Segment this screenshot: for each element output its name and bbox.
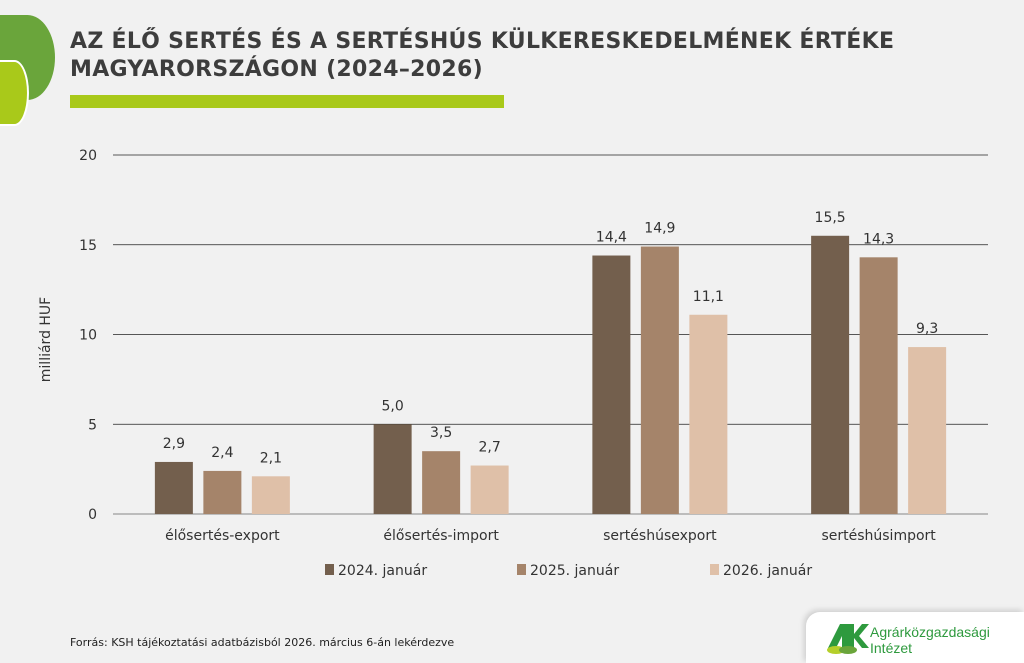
data-label: 14,3	[863, 231, 894, 247]
legend-label: 2025. január	[530, 563, 619, 579]
y-tick-label: 0	[88, 507, 97, 523]
x-tick-label: élősertés-export	[165, 528, 280, 544]
bar	[154, 461, 193, 514]
bar	[422, 451, 461, 514]
bar	[811, 235, 850, 514]
legend-swatch	[517, 564, 526, 575]
bar	[592, 255, 631, 514]
data-label: 15,5	[815, 210, 846, 226]
data-label: 14,4	[596, 230, 627, 246]
decor-circle-lime	[0, 60, 29, 126]
data-label: 2,9	[163, 436, 185, 452]
data-label: 3,5	[430, 425, 452, 441]
data-label: 5,0	[381, 398, 403, 414]
bar	[373, 424, 412, 514]
y-axis-label: milliárd HUF	[38, 297, 54, 382]
y-tick-label: 15	[79, 238, 97, 254]
x-tick-label: sertéshúsimport	[821, 528, 936, 544]
logo-line1: Agrárközgazdasági	[870, 624, 990, 640]
data-label: 11,1	[693, 289, 724, 305]
data-label: 9,3	[916, 321, 938, 337]
legend-label: 2024. január	[338, 563, 427, 579]
aki-logo-icon	[827, 624, 869, 654]
page-title: AZ ÉLŐ SERTÉS ÉS A SERTÉSHÚS KÜLKERESKED…	[70, 29, 895, 82]
legend-label: 2026. január	[723, 563, 812, 579]
y-tick-label: 20	[79, 148, 97, 164]
data-label: 2,4	[211, 445, 233, 461]
bar	[203, 470, 242, 514]
logo-text: Agrárközgazdasági Intézet	[870, 624, 990, 656]
bar	[859, 257, 898, 514]
bar	[689, 314, 728, 514]
y-tick-label: 5	[88, 417, 97, 433]
y-tick-label: 10	[79, 328, 97, 344]
logo-line2: Intézet	[870, 640, 913, 656]
source-note: Forrás: KSH tájékoztatási adatbázisból 2…	[70, 636, 455, 649]
bar	[908, 347, 947, 514]
bar	[640, 246, 679, 515]
data-label: 2,7	[478, 440, 500, 456]
legend-swatch	[710, 564, 719, 575]
bar	[251, 476, 290, 514]
legend-swatch	[325, 564, 334, 575]
title-underline	[70, 95, 504, 108]
bar	[470, 465, 509, 514]
data-label: 2,1	[260, 450, 282, 466]
data-label: 14,9	[644, 221, 675, 237]
x-tick-label: sertéshúsexport	[603, 528, 717, 544]
x-tick-label: élősertés-import	[383, 528, 499, 544]
